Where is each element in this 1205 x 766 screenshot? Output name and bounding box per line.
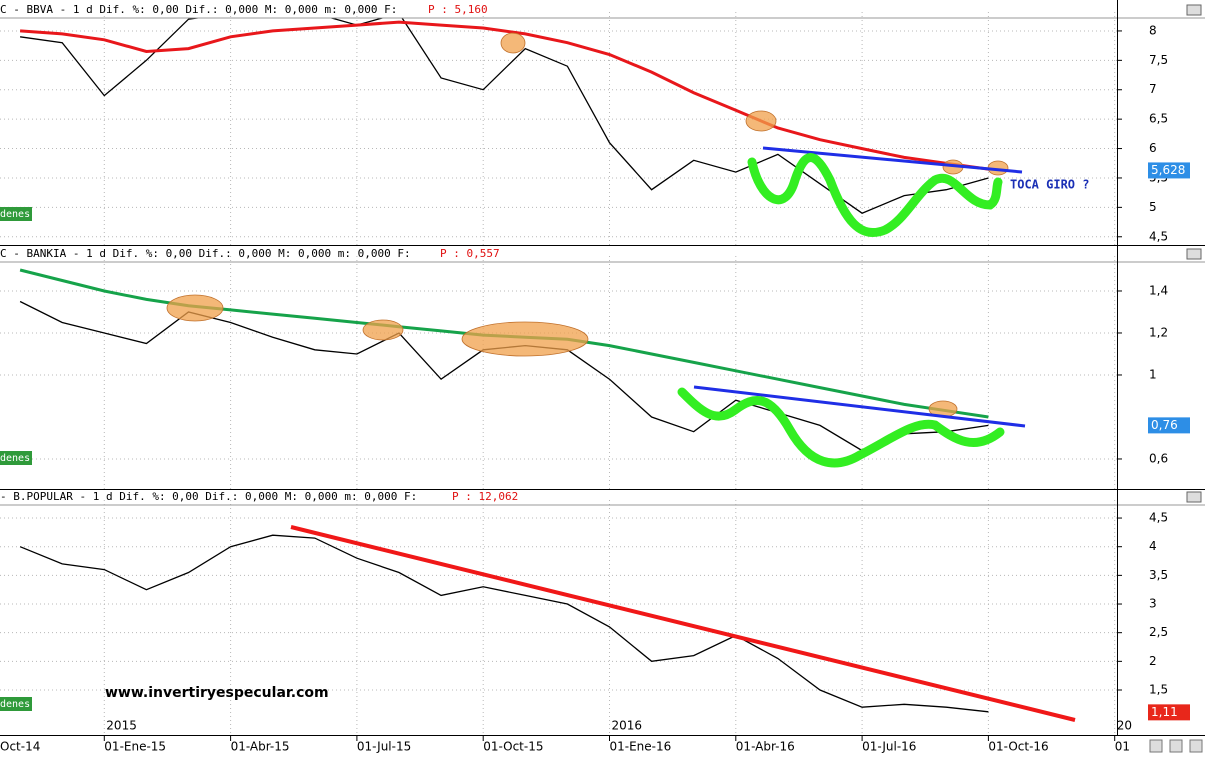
watermark: www.invertiryespecular.com bbox=[105, 685, 329, 701]
tag-box bbox=[0, 207, 32, 221]
year-label: 2016 bbox=[612, 719, 643, 733]
year-label: 20 bbox=[1117, 719, 1132, 733]
tag-label: denes bbox=[0, 699, 30, 710]
panel-header: - B.POPULAR - 1 d Dif. %: 0,00 Dif.: 0,0… bbox=[0, 490, 417, 503]
x-tick-label: Oct-14 bbox=[0, 740, 40, 754]
last-price-label: 5,628 bbox=[1151, 163, 1185, 177]
year-label: 2015 bbox=[106, 719, 137, 733]
pattern-curve bbox=[677, 387, 1005, 468]
y-tick-label: 3 bbox=[1149, 597, 1157, 611]
last-price-label: 1,11 bbox=[1151, 705, 1178, 719]
toolbar-button bbox=[1169, 739, 1183, 753]
grid bbox=[0, 12, 1117, 735]
x-tick-label: 01-Abr-15 bbox=[231, 740, 290, 754]
last-price-label: 0,76 bbox=[1151, 418, 1178, 432]
panel-header: C - BANKIA - 1 d Dif. %: 0,00 Dif.: 0,00… bbox=[0, 247, 411, 260]
price-line bbox=[19, 534, 989, 713]
y-tick-label: 2 bbox=[1149, 654, 1157, 668]
tag-label: denes bbox=[0, 453, 30, 464]
tag-box bbox=[0, 697, 32, 711]
window-button bbox=[1186, 248, 1202, 260]
y-tick-label: 4,5 bbox=[1149, 511, 1168, 525]
header-price: P : 0,557 bbox=[440, 247, 500, 260]
x-tick-label: 01-Ene-16 bbox=[610, 740, 672, 754]
drawings bbox=[166, 32, 1076, 722]
x-tick-label: 01-Jul-15 bbox=[357, 740, 411, 754]
x-tick-label: 01-Abr-16 bbox=[736, 740, 795, 754]
panel-header: C - BBVA - 1 d Dif. %: 0,00 Dif.: 0,000 … bbox=[0, 3, 397, 16]
price-line bbox=[20, 18, 989, 214]
y-tick-label: 0,6 bbox=[1149, 451, 1168, 465]
y-tick-label: 6,5 bbox=[1149, 112, 1168, 126]
x-tick-label: 01-Oct-16 bbox=[988, 740, 1048, 754]
highlight bbox=[745, 110, 777, 132]
y-tick-label: 1,5 bbox=[1149, 683, 1168, 697]
x-tick-label: 01 bbox=[1115, 740, 1130, 754]
tag-label: denes bbox=[0, 209, 30, 220]
y-tick-label: 1 bbox=[1149, 367, 1157, 381]
window-button bbox=[1186, 491, 1202, 503]
trendline bbox=[762, 146, 1023, 174]
trendline bbox=[693, 385, 1026, 428]
y-tick-label: 5 bbox=[1149, 200, 1157, 214]
pattern-curve bbox=[747, 153, 1003, 237]
x-tick-label: 01-Jul-16 bbox=[862, 740, 916, 754]
y-tick-label: 2,5 bbox=[1149, 625, 1168, 639]
y-tick-label: 1,2 bbox=[1149, 325, 1168, 339]
y-tick-label: 7 bbox=[1149, 82, 1157, 96]
window-button bbox=[1186, 4, 1202, 16]
highlight bbox=[500, 32, 526, 54]
y-tick-label: 7,5 bbox=[1149, 53, 1168, 67]
tag-box bbox=[0, 451, 32, 465]
trendline bbox=[290, 525, 1076, 722]
x-tick-label: 01-Ene-15 bbox=[104, 740, 166, 754]
annotation: TOCA GIRO ? bbox=[1010, 178, 1089, 192]
moving-average bbox=[19, 20, 989, 171]
y-tick-label: 3,5 bbox=[1149, 568, 1168, 582]
toolbar-button bbox=[1149, 739, 1163, 753]
y-tick-label: 1,4 bbox=[1149, 283, 1168, 297]
x-tick-label: 01-Oct-15 bbox=[483, 740, 543, 754]
header-price: P : 12,062 bbox=[452, 490, 518, 503]
y-tick-label: 4,5 bbox=[1149, 229, 1168, 243]
highlight bbox=[166, 294, 224, 322]
y-tick-label: 6 bbox=[1149, 141, 1157, 155]
last-price-box bbox=[1148, 162, 1190, 179]
toolbar-button bbox=[1189, 739, 1203, 753]
last-price-box bbox=[1148, 417, 1190, 434]
highlight bbox=[362, 319, 404, 341]
y-tick-label: 8 bbox=[1149, 23, 1157, 37]
y-tick-label: 4 bbox=[1149, 539, 1157, 553]
last-price-box bbox=[1148, 704, 1190, 721]
header-price: P : 5,160 bbox=[428, 3, 488, 16]
highlight bbox=[461, 321, 589, 357]
